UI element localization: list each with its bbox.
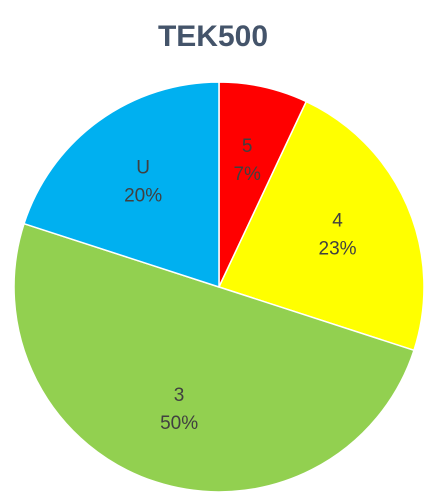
pie-slice	[13, 222, 415, 493]
data-label: 23%	[319, 239, 357, 260]
category-label: 4	[332, 211, 343, 232]
category-label: 3	[174, 385, 185, 406]
pie-slice	[23, 81, 220, 289]
data-label: 50%	[160, 413, 198, 434]
pie-slice	[217, 100, 425, 352]
data-label: 7%	[233, 164, 261, 185]
data-label: 20%	[124, 186, 162, 207]
category-label: U	[136, 158, 150, 179]
category-label: 5	[242, 136, 253, 157]
chart-title: TEK500	[158, 20, 268, 53]
